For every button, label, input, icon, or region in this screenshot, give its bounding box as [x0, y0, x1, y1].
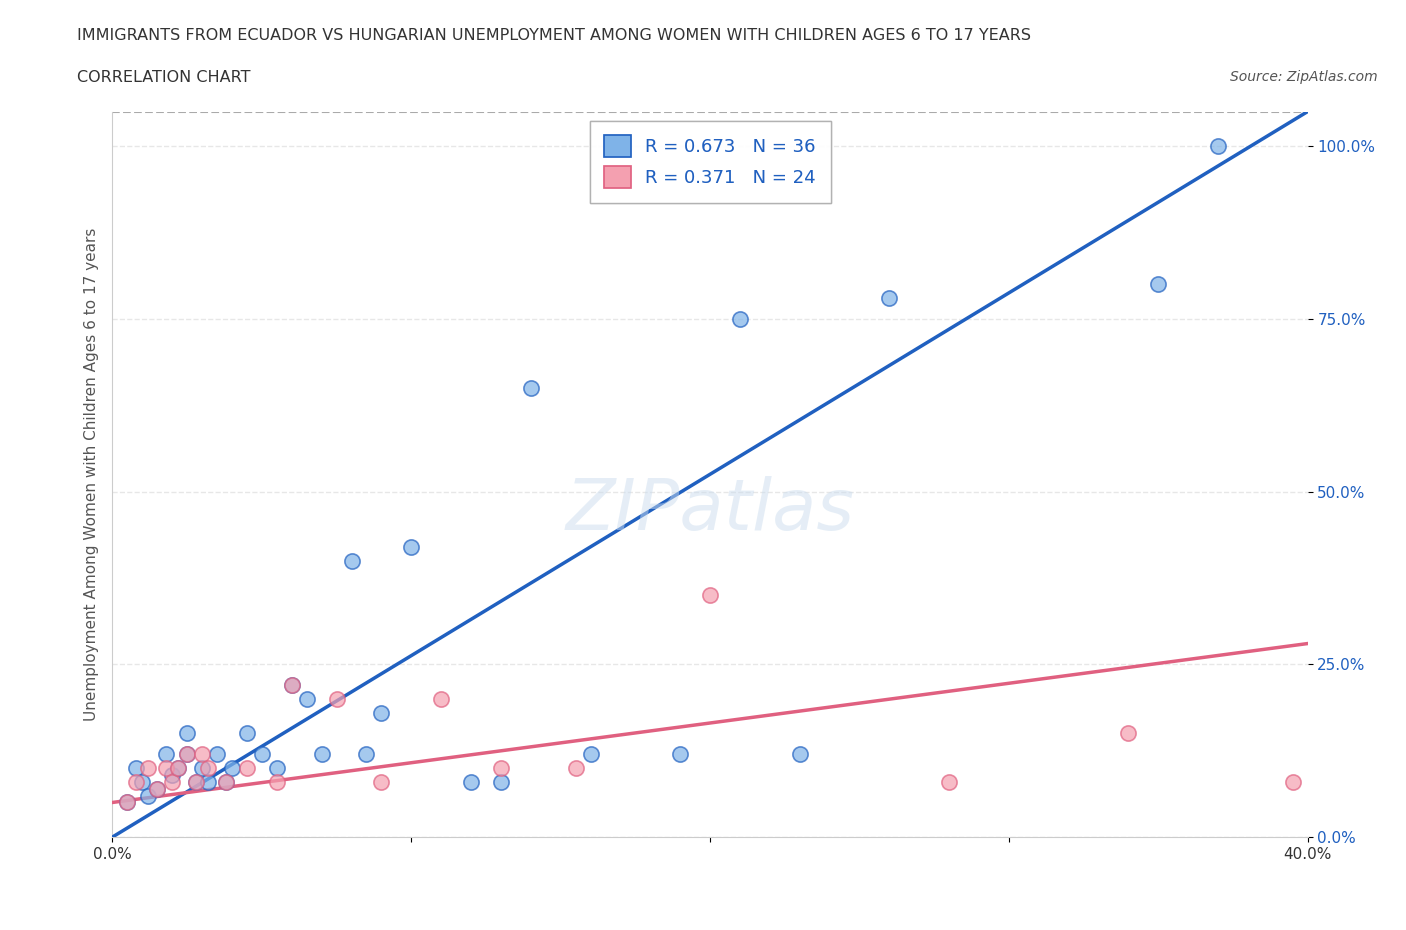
Point: [205, 747, 228, 762]
Point: [162, 767, 183, 782]
Point: [340, 553, 363, 568]
Point: [250, 747, 273, 762]
Point: [295, 691, 318, 706]
Point: [325, 691, 347, 706]
Point: [879, 291, 901, 306]
Point: [215, 775, 238, 790]
Point: [186, 775, 208, 790]
Point: [430, 691, 453, 706]
Point: [167, 761, 190, 776]
Point: [167, 761, 190, 776]
Point: [131, 775, 153, 790]
Point: [191, 761, 214, 776]
Point: [266, 775, 288, 790]
Point: [221, 761, 243, 776]
Point: [370, 705, 392, 720]
Point: [162, 775, 183, 790]
Text: ZIPatlas: ZIPatlas: [565, 476, 855, 545]
Point: [311, 747, 333, 762]
Point: [1118, 726, 1140, 741]
Point: [197, 775, 219, 790]
Legend: R = 0.673   N = 36, R = 0.371   N = 24: R = 0.673 N = 36, R = 0.371 N = 24: [589, 121, 831, 203]
Point: [191, 747, 214, 762]
Point: [460, 775, 482, 790]
Point: [215, 775, 238, 790]
Point: [564, 761, 586, 776]
Point: [125, 775, 148, 790]
Text: IMMIGRANTS FROM ECUADOR VS HUNGARIAN UNEMPLOYMENT AMONG WOMEN WITH CHILDREN AGES: IMMIGRANTS FROM ECUADOR VS HUNGARIAN UNE…: [77, 28, 1032, 43]
Point: [1206, 139, 1229, 153]
Point: [728, 312, 751, 326]
Point: [236, 761, 259, 776]
Point: [117, 795, 139, 810]
Point: [579, 747, 602, 762]
Text: Source: ZipAtlas.com: Source: ZipAtlas.com: [1230, 70, 1378, 84]
Point: [669, 747, 692, 762]
Point: [401, 539, 423, 554]
Point: [938, 775, 960, 790]
Point: [138, 761, 160, 776]
Point: [125, 761, 148, 776]
Point: [489, 775, 512, 790]
Point: [138, 788, 160, 803]
Point: [520, 380, 543, 395]
Point: [1147, 277, 1170, 292]
Point: [266, 761, 288, 776]
Point: [789, 747, 811, 762]
Point: [146, 781, 169, 796]
Point: [281, 678, 304, 693]
Y-axis label: Unemployment Among Women with Children Ages 6 to 17 years: Unemployment Among Women with Children A…: [83, 228, 98, 721]
Point: [236, 726, 259, 741]
Point: [489, 761, 512, 776]
Point: [370, 775, 392, 790]
Point: [1281, 775, 1303, 790]
Point: [197, 761, 219, 776]
Text: CORRELATION CHART: CORRELATION CHART: [77, 70, 250, 85]
Point: [117, 795, 139, 810]
Point: [176, 747, 198, 762]
Point: [699, 588, 721, 603]
Point: [281, 678, 304, 693]
Point: [176, 726, 198, 741]
Point: [176, 747, 198, 762]
Point: [155, 747, 177, 762]
Point: [146, 781, 169, 796]
Point: [186, 775, 208, 790]
Point: [155, 761, 177, 776]
Point: [356, 747, 378, 762]
